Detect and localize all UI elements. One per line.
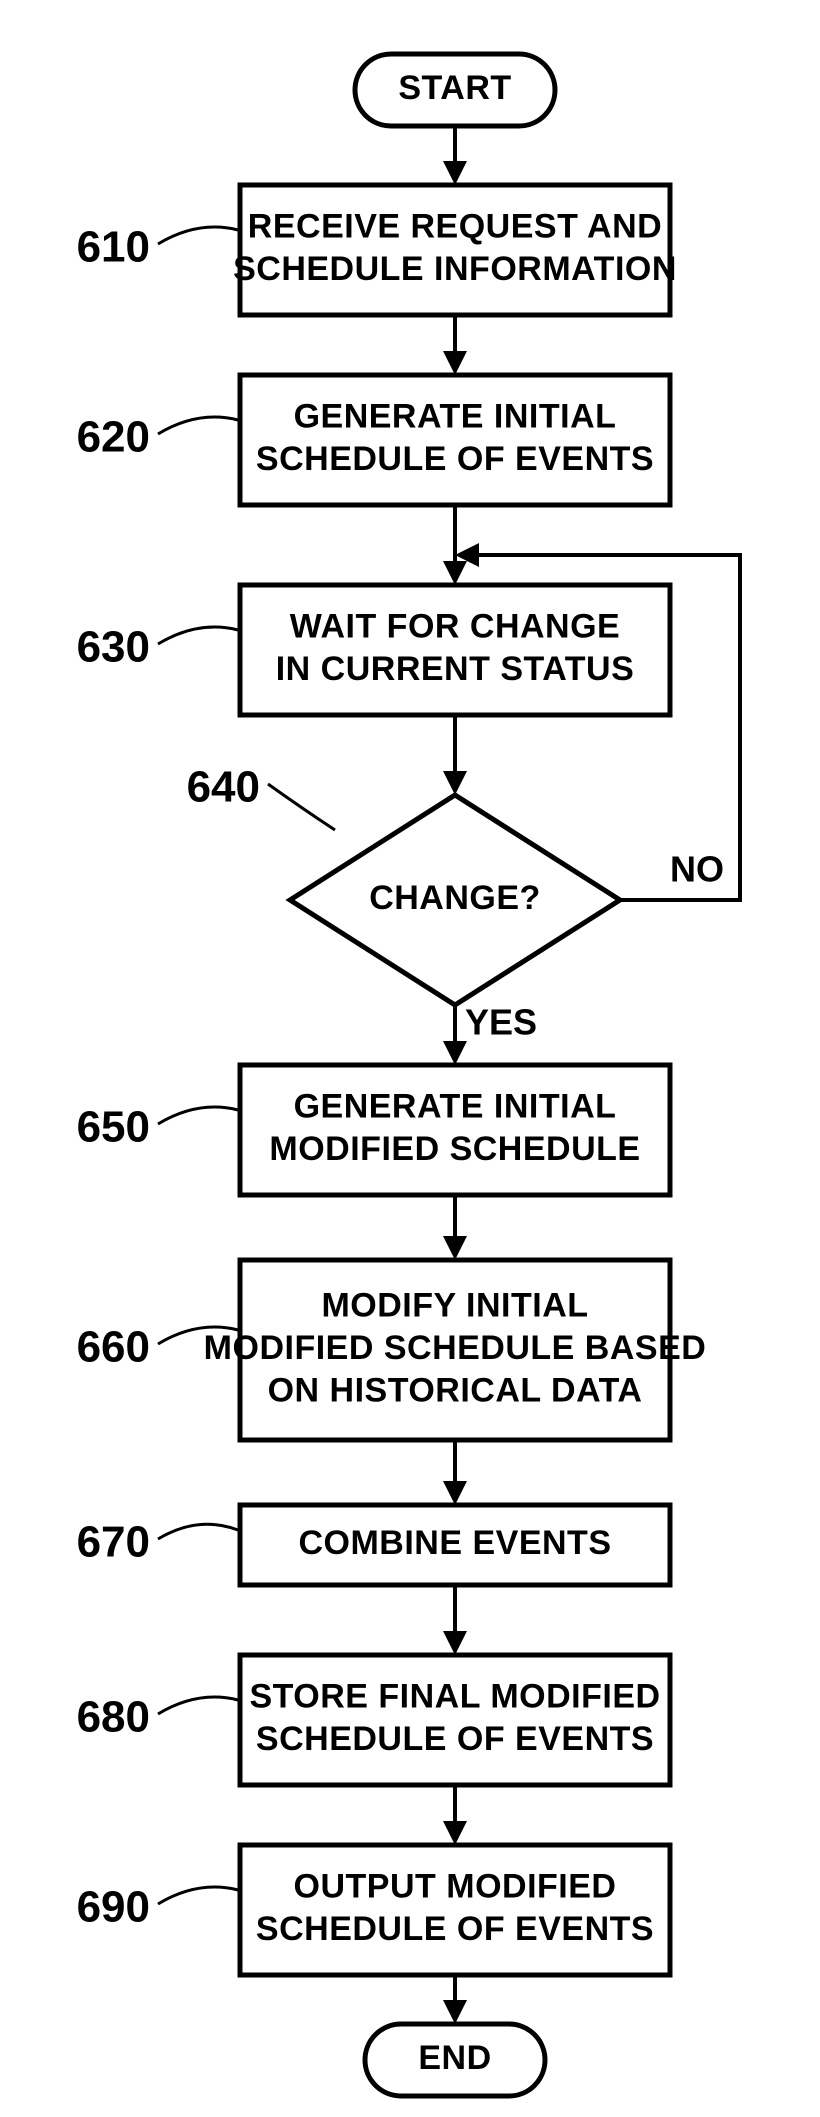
arrow-head [443, 1041, 467, 1065]
node-n620: GENERATE INITIAL SCHEDULE OF EVENTS [240, 375, 670, 505]
edge-label-no: NO [670, 849, 724, 890]
node-label: CHANGE? [369, 879, 541, 917]
node-label: SCHEDULE OF EVENTS [256, 1720, 654, 1758]
node-label: END [418, 2039, 491, 2077]
node-n690: OUTPUT MODIFIED SCHEDULE OF EVENTS [240, 1845, 670, 1975]
node-label: OUTPUT MODIFIED [294, 1868, 617, 1906]
ref-leader [158, 417, 238, 434]
node-label: COMBINE EVENTS [298, 1524, 611, 1562]
node-label: MODIFIED SCHEDULE [269, 1130, 640, 1168]
node-n680: STORE FINAL MODIFIED SCHEDULE OF EVENTS [240, 1655, 670, 1785]
node-n650: GENERATE INITIAL MODIFIED SCHEDULE [240, 1065, 670, 1195]
node-n610: RECEIVE REQUEST AND SCHEDULE INFORMATION [233, 185, 677, 315]
arrow-head [443, 1481, 467, 1505]
node-label: SCHEDULE OF EVENTS [256, 440, 654, 478]
ref-leader [158, 1887, 238, 1904]
node-end: END [365, 2024, 545, 2096]
node-n640: CHANGE? [290, 795, 620, 1005]
ref-label: 670 [77, 1518, 150, 1567]
node-label: SCHEDULE INFORMATION [233, 250, 677, 288]
edge-label: YES [465, 1002, 537, 1043]
node-label: ON HISTORICAL DATA [268, 1371, 643, 1409]
ref-leader [158, 627, 238, 644]
node-label: GENERATE INITIAL [294, 398, 617, 436]
ref-label: 610 [77, 223, 150, 272]
arrow-head [443, 161, 467, 185]
arrow-head [443, 2000, 467, 2024]
ref-label: 620 [77, 413, 150, 462]
ref-label: 630 [77, 623, 150, 672]
node-label: WAIT FOR CHANGE [290, 608, 620, 646]
ref-leader [268, 784, 335, 830]
arrow-head [443, 1236, 467, 1260]
node-label: SCHEDULE OF EVENTS [256, 1910, 654, 1948]
node-label: STORE FINAL MODIFIED [249, 1678, 660, 1716]
arrow-head [443, 1631, 467, 1655]
arrow-head [443, 561, 467, 585]
node-label: RECEIVE REQUEST AND [248, 208, 662, 246]
node-label: GENERATE INITIAL [294, 1088, 617, 1126]
ref-leader [158, 1524, 238, 1539]
ref-label: 660 [77, 1323, 150, 1372]
node-start: START [355, 54, 555, 126]
arrow-head [443, 771, 467, 795]
ref-label: 680 [77, 1693, 150, 1742]
node-label: START [398, 69, 511, 107]
node-n670: COMBINE EVENTS [240, 1505, 670, 1585]
node-n630: WAIT FOR CHANGE IN CURRENT STATUS [240, 585, 670, 715]
node-label: MODIFIED SCHEDULE BASED [204, 1329, 707, 1367]
node-label: MODIFY INITIAL [321, 1286, 588, 1324]
node-label: IN CURRENT STATUS [276, 650, 635, 688]
node-n660: MODIFY INITIAL MODIFIED SCHEDULE BASED ON … [204, 1260, 707, 1440]
ref-label: 650 [77, 1103, 150, 1152]
ref-label: 640 [187, 763, 260, 812]
arrow-head [443, 351, 467, 375]
ref-label: 690 [77, 1883, 150, 1932]
ref-leader [158, 227, 238, 244]
ref-leader [158, 1697, 238, 1714]
flowchart-canvas: YES NO START RECEIVE REQUEST AND SCHEDULE IN… [0, 0, 820, 2117]
arrow-head [443, 1821, 467, 1845]
ref-leader [158, 1107, 238, 1124]
